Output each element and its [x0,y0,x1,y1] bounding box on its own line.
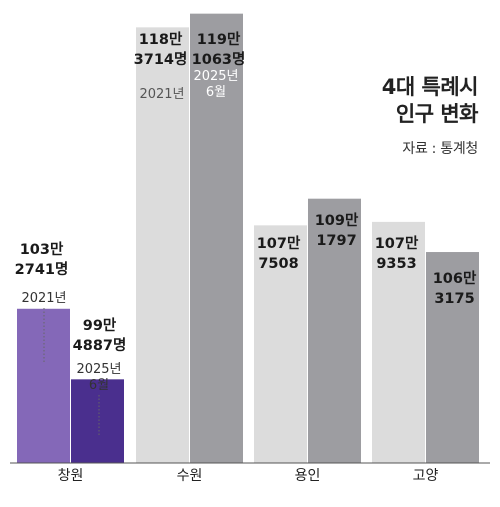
period-label-suwon-2025-line1: 2025년 [193,69,238,84]
period-label-suwon-2025-line2: 6월 [206,85,226,100]
bar-0-2025 [71,379,124,463]
data-label-1-2021-line1: 118만 [139,31,183,48]
bar-2-2025 [308,198,361,463]
chart-title: 4대 특례시 인구 변화 [381,74,479,128]
data-label-3-2021-line2: 9353 [376,256,416,272]
period-label-changwon-2021: 2021년 [21,291,66,306]
chart-source: 자료 : 통계청 [402,141,478,157]
bar-1-2025 [190,13,243,463]
data-label-3-2025-line2: 3175 [434,291,474,307]
data-label-2-2021-line2: 7508 [258,256,298,272]
chart-title-line1: 4대 특례시 [381,75,479,99]
data-label-3-2025-line1: 106만 [433,270,477,287]
data-label-3-2021-line1: 107만 [375,235,419,252]
category-label-3: 고양 [413,468,439,484]
chart-title-line2: 인구 변화 [395,102,479,126]
data-label-2-2025-line1: 109만 [315,212,359,229]
data-label-0-2021-line1: 103만 [20,241,64,258]
bar-0-2021 [17,308,70,463]
data-label-0-2021-line2: 2741명 [15,260,69,278]
bar-3-2025 [426,252,479,463]
category-label-1: 수원 [177,468,203,484]
category-label-2: 용인 [295,468,321,484]
bar-1-2021 [136,27,189,463]
data-label-0-2025-line2: 4887명 [73,336,127,354]
data-label-1-2025-line1: 119만 [197,31,241,48]
bar-3-2021 [372,221,425,463]
data-label-2-2021-line1: 107만 [257,235,301,252]
data-label-0-2025-line1: 99만 [83,317,117,334]
period-label-suwon-2021: 2021년 [139,87,184,102]
data-label-2-2025-line2: 1797 [316,233,356,249]
period-label-changwon-2025-line2: 6월 [89,378,109,393]
data-label-1-2025-line2: 1063명 [192,50,246,68]
category-label-0: 창원 [58,468,84,484]
period-label-changwon-2025-line1: 2025년 [76,362,121,377]
bar-2-2021 [254,225,307,463]
data-label-1-2021-line2: 3714명 [134,50,188,68]
